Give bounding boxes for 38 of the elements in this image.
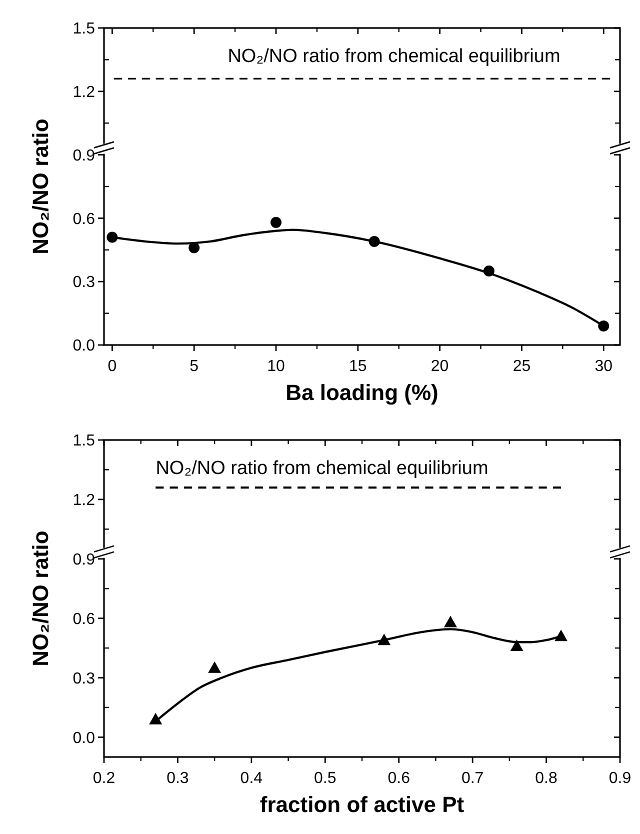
x-tick-label: 0.8 [535, 770, 558, 787]
x-tick-label: 0.9 [608, 770, 632, 787]
point [270, 216, 282, 228]
y-tick-label: 1.2 [72, 492, 96, 510]
y-tick-label: 0.0 [72, 730, 96, 747]
point [149, 712, 162, 724]
x-tick-label: 0.5 [314, 770, 336, 787]
y-tick-label: 0.9 [72, 551, 96, 568]
y-tick-label: 0.3 [72, 670, 96, 688]
x-tick-label: 25 [512, 358, 531, 375]
y-axis-title: NO₂/NO ratio [28, 118, 53, 254]
annotation: NO₂/NO ratio from chemical equilibrium [156, 458, 488, 479]
y-tick-label: 0.6 [72, 610, 96, 628]
x-tick-label: 5 [190, 358, 199, 375]
point [208, 661, 222, 673]
x-tick-label: 30 [594, 358, 613, 375]
y-tick-label: 0.3 [72, 274, 96, 292]
x-tick-label: 0.7 [461, 770, 484, 787]
y-tick-label: 1.2 [72, 84, 96, 101]
x-tick-label: 0.6 [388, 770, 410, 787]
x-tick-label: 10 [267, 358, 285, 375]
point [444, 616, 457, 628]
y-tick-label: 0.0 [72, 338, 96, 355]
y-tick-label: 0.6 [72, 210, 96, 228]
x-tick-label: 0 [108, 358, 117, 375]
y-tick-label: 1.5 [72, 20, 96, 38]
y-axis-title: NO₂/NO ratio [28, 530, 53, 666]
annotation: NO₂/NO ratio from chemical equilibrium [228, 46, 560, 67]
x-tick-label: 15 [349, 358, 367, 375]
x-axis-title: Ba loading (%) [286, 380, 438, 405]
x-axis-title: fraction of active Pt [260, 792, 465, 817]
x-tick-label: 20 [430, 358, 449, 375]
y-tick-label: 0.9 [72, 147, 96, 164]
x-tick-label: 0.4 [240, 770, 263, 787]
x-tick-label: 0.3 [166, 770, 189, 787]
point [510, 640, 524, 652]
x-tick-label: 0.2 [92, 770, 116, 787]
y-tick-label: 1.5 [72, 432, 96, 450]
